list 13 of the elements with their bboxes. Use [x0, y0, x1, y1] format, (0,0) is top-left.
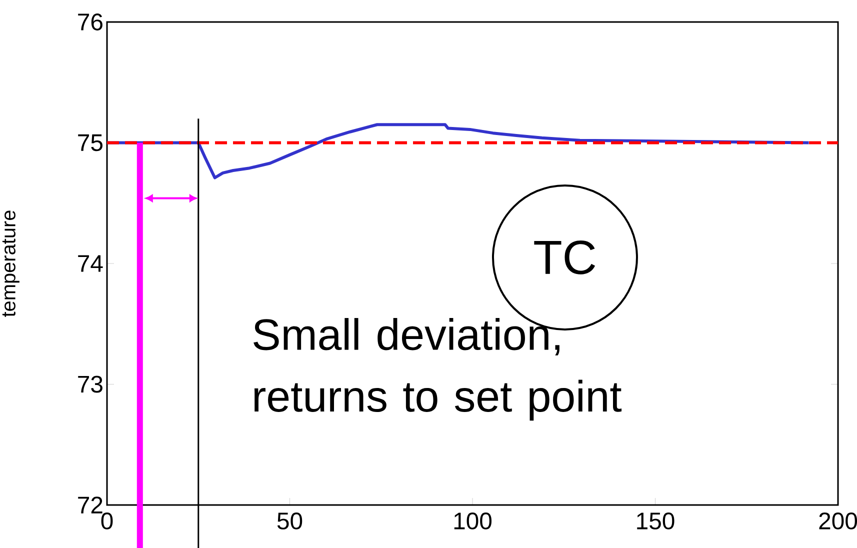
x-tick-label: 150 — [637, 512, 674, 530]
x-tick-label: 200 — [819, 512, 857, 530]
y-tick-label: 73 — [78, 376, 102, 393]
annotation: Small deviation, returns to set point — [254, 318, 622, 421]
y-axis-title: temperature — [2, 210, 20, 317]
x-tick-label: 0 — [101, 512, 113, 530]
y-tick-label: 74 — [78, 255, 103, 272]
x-tick-label: 50 — [277, 512, 302, 530]
x-tick-label: 100 — [454, 512, 492, 530]
annotation: TC — [534, 240, 596, 274]
y-tick-label: 75 — [78, 134, 102, 152]
y-tick-label: 76 — [78, 14, 102, 30]
y-tick-label: 72 — [78, 496, 102, 514]
